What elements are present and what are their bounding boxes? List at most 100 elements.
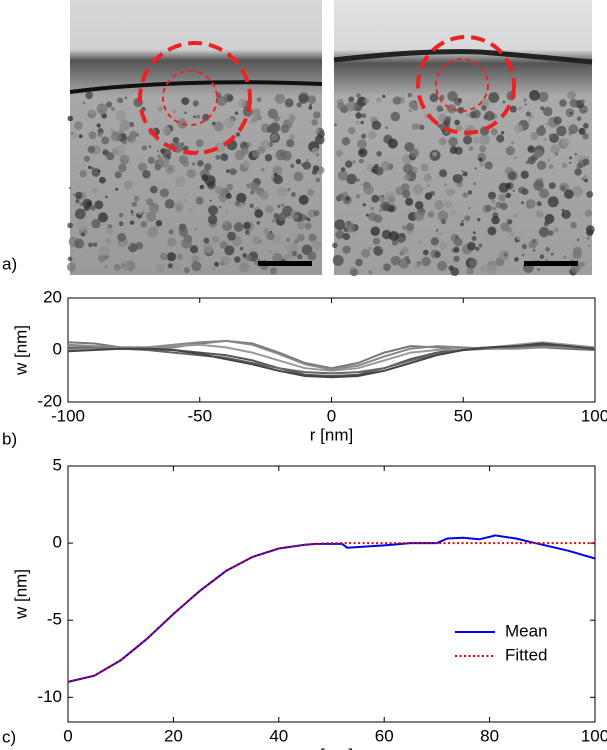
speck [269, 267, 278, 275]
speck [346, 173, 357, 185]
speck [219, 205, 222, 209]
speck [147, 156, 155, 165]
speck [345, 101, 356, 112]
outer-circle [138, 41, 252, 155]
data-line [67, 534, 596, 683]
speck [280, 124, 290, 134]
y-tick-label: 0 [53, 533, 62, 552]
speck [540, 124, 544, 129]
speck [538, 91, 549, 103]
speck [479, 161, 485, 167]
annotations [69, 35, 593, 266]
speck [584, 209, 593, 217]
speck [437, 261, 448, 271]
speck [398, 258, 410, 269]
speck [391, 239, 398, 246]
speck [444, 183, 447, 186]
y-axis-label: w [nm] [11, 325, 30, 376]
speck [302, 161, 311, 170]
speck [503, 252, 508, 257]
y-axis-label: w [nm] [11, 569, 30, 620]
speck [342, 245, 351, 254]
speck [262, 228, 269, 234]
x-tick-label: 60 [375, 726, 394, 745]
x-tick-label: -50 [187, 406, 212, 425]
speck [545, 247, 550, 252]
speck [294, 238, 299, 244]
speck [308, 233, 317, 242]
speck [204, 163, 212, 171]
legend-label: Mean [505, 621, 548, 640]
speck [97, 131, 103, 137]
speck [311, 169, 318, 175]
speck [110, 128, 115, 133]
speck [181, 237, 192, 249]
speck [444, 116, 452, 123]
speck [75, 199, 80, 204]
speck [314, 243, 319, 248]
speck [413, 210, 425, 221]
speck [533, 180, 544, 191]
speck [548, 164, 554, 170]
speck [91, 219, 101, 229]
speck [548, 182, 556, 190]
speck [420, 163, 429, 172]
speck [448, 265, 454, 271]
speck [74, 121, 83, 131]
speck [586, 191, 594, 198]
speck [118, 213, 124, 218]
speck [273, 213, 280, 219]
speck [467, 190, 473, 195]
speck [207, 214, 218, 225]
speck [506, 219, 513, 225]
speck [270, 133, 279, 142]
speck [574, 153, 578, 156]
speck [250, 190, 255, 195]
speck [184, 111, 187, 115]
speck [272, 252, 283, 263]
speck [429, 93, 439, 103]
speck [92, 242, 98, 247]
speck [419, 124, 425, 130]
speck [468, 146, 474, 151]
scale-bar [258, 261, 312, 266]
speck [467, 206, 471, 210]
speck [569, 130, 574, 135]
speck [341, 137, 351, 146]
speck [521, 253, 525, 257]
speck [567, 90, 576, 100]
panel-label: b) [2, 429, 17, 448]
speck [421, 256, 431, 267]
speck [423, 174, 432, 183]
speck [72, 193, 75, 196]
speck [422, 249, 429, 256]
speck [586, 236, 590, 240]
speck [371, 169, 375, 173]
speck [402, 225, 407, 230]
speck [550, 252, 554, 256]
speck [478, 243, 483, 248]
speck [67, 222, 73, 229]
speck [105, 101, 113, 108]
speck [380, 201, 391, 212]
speck [297, 254, 303, 260]
speck [361, 133, 367, 139]
speck [440, 219, 447, 225]
speck [479, 265, 487, 273]
speck [525, 199, 536, 209]
speck [181, 97, 190, 106]
speck [466, 267, 474, 275]
speck [512, 189, 515, 192]
speck [407, 92, 412, 98]
speck [101, 113, 107, 119]
speck [453, 255, 460, 263]
speck [453, 246, 460, 253]
speck [582, 175, 588, 180]
speck [536, 201, 542, 207]
speck [201, 174, 209, 182]
speck [252, 108, 261, 117]
speck [220, 153, 229, 162]
speck [580, 99, 585, 105]
speck [209, 199, 212, 202]
speck [544, 213, 555, 224]
